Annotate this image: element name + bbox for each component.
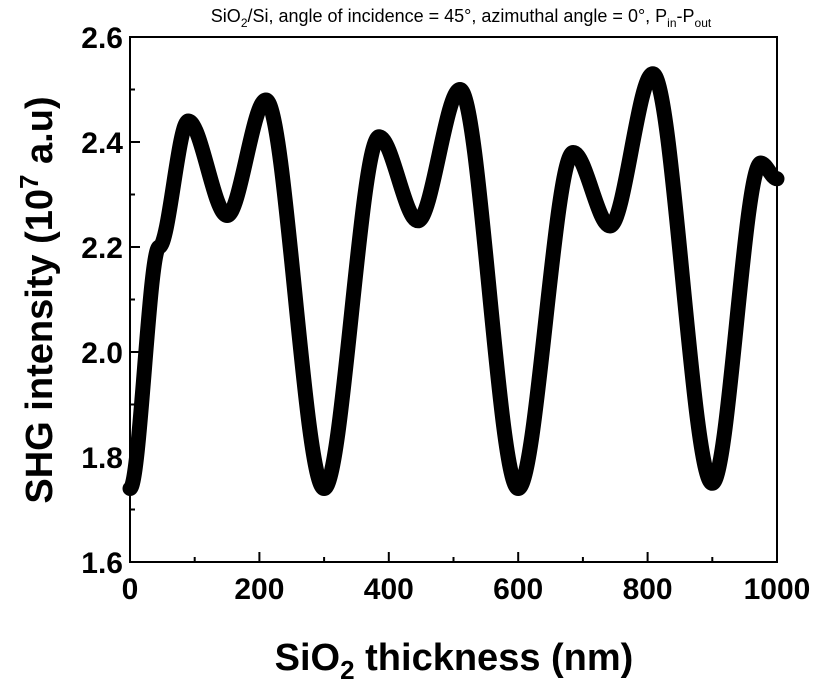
chart-title: SiO2/Si, angle of incidence = 45°, azimu…	[211, 6, 712, 30]
y-tick-label: 2.0	[81, 337, 123, 370]
y-tick-label: 1.8	[81, 442, 123, 475]
series-line-0	[122, 66, 785, 496]
chart-title-part-2: /Si, angle of incidence = 45°, azimuthal…	[248, 6, 668, 26]
chart-title-part-3: in	[667, 16, 676, 30]
y-tick-label: 2.2	[81, 232, 123, 265]
chart-title-part-5: out	[695, 16, 712, 30]
y-axis-ticks: 1.6 1.8 2.0 2.2 2.4 2.6	[81, 22, 140, 580]
y-axis-title-main: SHG intensity (10	[19, 189, 61, 504]
x-tick-label: 600	[493, 573, 543, 606]
plot-area	[122, 66, 785, 496]
x-axis-title: SiO2 thickness (nm)	[275, 637, 634, 685]
chart-title-part-0: SiO	[211, 6, 241, 26]
x-tick-label: 800	[623, 573, 673, 606]
y-tick-label: 2.4	[81, 127, 123, 160]
y-tick-label: 2.6	[81, 22, 123, 55]
x-axis-title-rest: thickness (nm)	[355, 637, 634, 679]
x-axis-title-sub: 2	[340, 655, 354, 685]
x-tick-label: 200	[234, 573, 284, 606]
y-axis-title-sup: 7	[14, 175, 44, 189]
chart-title-part-1: 2	[241, 16, 248, 30]
chart-title-part-4: -P	[677, 6, 695, 26]
x-tick-label: 400	[364, 573, 414, 606]
y-tick-label: 1.6	[81, 547, 123, 580]
x-axis-title-main: SiO	[275, 637, 340, 679]
x-tick-label: 0	[122, 573, 139, 606]
x-tick-label: 1000	[744, 573, 811, 606]
y-axis-title: SHG intensity (107 a.u)	[14, 96, 61, 503]
x-axis-ticks: 0 200 400 600 800 1000	[122, 552, 811, 606]
y-axis-title-rest: a.u)	[19, 96, 61, 174]
